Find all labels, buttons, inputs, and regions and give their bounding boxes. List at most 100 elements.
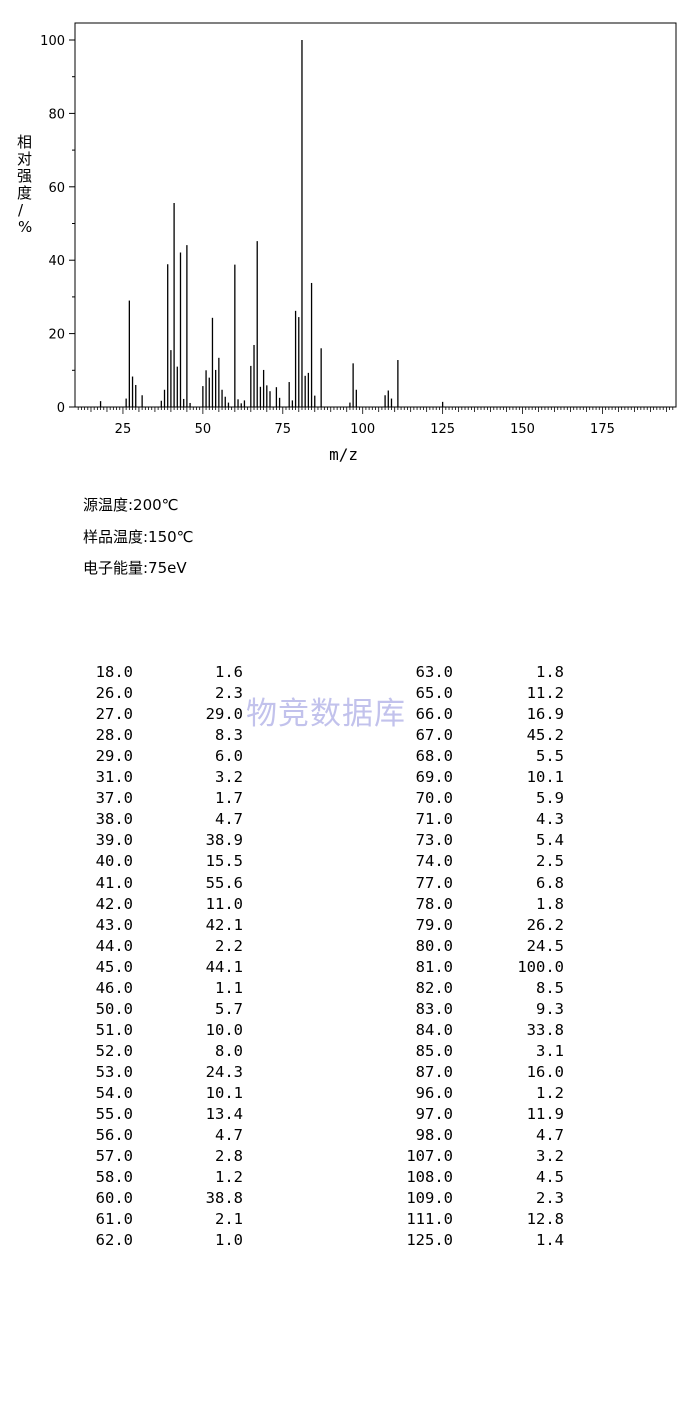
intensity-cell: 13.4 xyxy=(205,1105,243,1124)
mz-cell: 50.0 xyxy=(95,999,133,1018)
table-row: 54.0 10.1 96.0 1.2 xyxy=(0,1084,687,1105)
mz-cell: 41.0 xyxy=(95,873,133,892)
y-tick-label: 20 xyxy=(48,328,65,343)
y-tick-label: 40 xyxy=(48,254,65,269)
table-row: 53.0 24.3 87.0 16.0 xyxy=(0,1063,687,1084)
mz-cell: 70.0 xyxy=(415,789,453,808)
table-row: 62.0 1.0 125.0 1.4 xyxy=(0,1231,687,1252)
table-row: 18.0 1.6 63.0 1.8 xyxy=(0,663,687,684)
mz-cell: 79.0 xyxy=(415,915,453,934)
intensity-cell: 24.3 xyxy=(205,1062,243,1081)
table-row: 52.0 8.0 85.0 3.1 xyxy=(0,1042,687,1063)
intensity-cell: 1.4 xyxy=(536,1231,564,1250)
table-row: 56.0 4.7 98.0 4.7 xyxy=(0,1126,687,1147)
intensity-cell: 42.1 xyxy=(205,915,243,934)
intensity-cell: 4.7 xyxy=(536,1126,564,1145)
mz-cell: 38.0 xyxy=(95,810,133,829)
table-row: 31.0 3.2 69.0 10.1 xyxy=(0,768,687,789)
mz-cell: 111.0 xyxy=(406,1210,453,1229)
table-row: 61.0 2.1 111.0 12.8 xyxy=(0,1210,687,1231)
intensity-cell: 5.9 xyxy=(536,789,564,808)
y-axis-title-char: 强 xyxy=(17,167,32,185)
y-tick-label: 0 xyxy=(57,401,65,416)
table-row: 37.0 1.7 70.0 5.9 xyxy=(0,789,687,810)
x-tick-label: 100 xyxy=(350,422,375,437)
mz-cell: 43.0 xyxy=(95,915,133,934)
table-row: 28.0 8.3 67.0 45.2 xyxy=(0,726,687,747)
intensity-cell: 16.9 xyxy=(526,705,564,724)
intensity-cell: 4.5 xyxy=(536,1168,564,1187)
mz-cell: 42.0 xyxy=(95,894,133,913)
mz-cell: 96.0 xyxy=(415,1084,453,1102)
table-row: 55.0 13.4 97.0 11.9 xyxy=(0,1105,687,1126)
mz-cell: 62.0 xyxy=(95,1231,133,1250)
mz-cell: 78.0 xyxy=(415,894,453,913)
mz-cell: 53.0 xyxy=(95,1062,133,1081)
intensity-cell: 8.5 xyxy=(536,978,564,997)
mz-cell: 58.0 xyxy=(95,1168,133,1187)
intensity-cell: 44.1 xyxy=(205,957,243,976)
mz-cell: 52.0 xyxy=(95,1041,133,1060)
y-tick-label: 60 xyxy=(48,181,65,196)
intensity-cell: 1.8 xyxy=(536,894,564,913)
intensity-cell: 8.3 xyxy=(215,726,243,745)
table-row: 57.0 2.8 107.0 3.2 xyxy=(0,1147,687,1168)
x-tick-label: 75 xyxy=(275,422,292,437)
table-row: 27.0 29.0 66.0 16.9 xyxy=(0,705,687,726)
mz-cell: 61.0 xyxy=(95,1210,133,1229)
intensity-cell: 2.1 xyxy=(215,1210,243,1229)
y-axis-title-char: 度 xyxy=(17,184,32,202)
intensity-cell: 12.8 xyxy=(526,1210,564,1229)
y-axis-title-char: 对 xyxy=(17,150,32,168)
intensity-cell: 10.1 xyxy=(526,768,564,787)
table-row: 50.0 5.7 83.0 9.3 xyxy=(0,1000,687,1021)
mz-cell: 54.0 xyxy=(95,1084,133,1102)
intensity-cell: 11.9 xyxy=(526,1105,564,1124)
chart-bars xyxy=(99,40,444,407)
x-tick-label: 50 xyxy=(195,422,212,437)
intensity-cell: 3.2 xyxy=(215,768,243,787)
mz-cell: 60.0 xyxy=(95,1189,133,1208)
chart-axes xyxy=(69,22,677,414)
mz-cell: 109.0 xyxy=(406,1189,453,1208)
intensity-cell: 24.5 xyxy=(526,936,564,955)
intensity-cell: 2.8 xyxy=(215,1147,243,1166)
intensity-cell: 1.2 xyxy=(215,1168,243,1187)
table-row: 51.0 10.0 84.0 33.8 xyxy=(0,1021,687,1042)
intensity-cell: 3.1 xyxy=(536,1041,564,1060)
mz-cell: 85.0 xyxy=(415,1041,453,1060)
x-tick-label: 25 xyxy=(115,422,132,437)
table-row: 42.0 11.0 78.0 1.8 xyxy=(0,895,687,916)
intensity-cell: 55.6 xyxy=(205,873,243,892)
mz-cell: 71.0 xyxy=(415,810,453,829)
intensity-cell: 1.2 xyxy=(536,1084,564,1102)
intensity-cell: 26.2 xyxy=(526,915,564,934)
intensity-cell: 15.5 xyxy=(205,852,243,871)
mz-cell: 31.0 xyxy=(95,768,133,787)
intensity-cell: 29.0 xyxy=(205,705,243,724)
mz-cell: 80.0 xyxy=(415,936,453,955)
mz-cell: 39.0 xyxy=(95,831,133,850)
intensity-cell: 2.3 xyxy=(215,684,243,703)
intensity-cell: 10.1 xyxy=(205,1084,243,1102)
mz-cell: 40.0 xyxy=(95,852,133,871)
intensity-cell: 1.0 xyxy=(215,1231,243,1250)
table-row: 38.0 4.7 71.0 4.3 xyxy=(0,810,687,831)
mz-cell: 55.0 xyxy=(95,1105,133,1124)
mz-cell: 45.0 xyxy=(95,957,133,976)
intensity-cell: 9.3 xyxy=(536,999,564,1018)
intensity-cell: 4.3 xyxy=(536,810,564,829)
intensity-cell: 5.4 xyxy=(536,831,564,850)
mz-cell: 97.0 xyxy=(415,1105,453,1124)
table-row: 40.0 15.5 74.0 2.5 xyxy=(0,852,687,873)
intensity-cell: 10.0 xyxy=(205,1020,243,1039)
sample-temperature: 样品温度:150℃ xyxy=(83,527,194,546)
mz-cell: 26.0 xyxy=(95,684,133,703)
mz-cell: 98.0 xyxy=(415,1126,453,1145)
mz-cell: 56.0 xyxy=(95,1126,133,1145)
plot-frame xyxy=(74,22,677,408)
intensity-cell: 8.0 xyxy=(215,1041,243,1060)
intensity-cell: 16.0 xyxy=(526,1062,564,1081)
mz-cell: 107.0 xyxy=(406,1147,453,1166)
mz-cell: 108.0 xyxy=(406,1168,453,1187)
